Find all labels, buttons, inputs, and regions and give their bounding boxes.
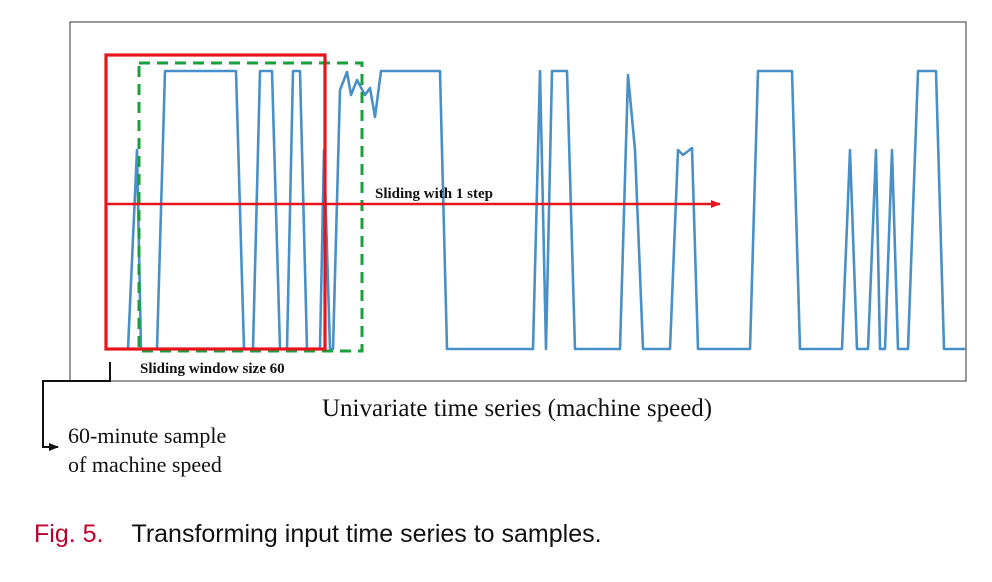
slide-label: Sliding with 1 step [375,186,493,202]
sample-label-line2: of machine speed [68,452,222,477]
figure-number: Fig. 5. [34,520,104,548]
figure-caption: Fig. 5. Transforming input time series to… [34,520,602,549]
plot-frame [69,21,967,382]
sample-label-line1: 60-minute sample [68,423,226,448]
series-label: Univariate time series (machine speed) [322,395,712,422]
first-window-outline [104,53,327,351]
window-size-label: Sliding window size 60 [140,361,285,377]
sample-connector [42,362,111,451]
figure-caption-text: Transforming input time series to sample… [131,520,602,548]
next-window-outline [137,61,364,353]
machine-speed-series-line [106,69,966,351]
